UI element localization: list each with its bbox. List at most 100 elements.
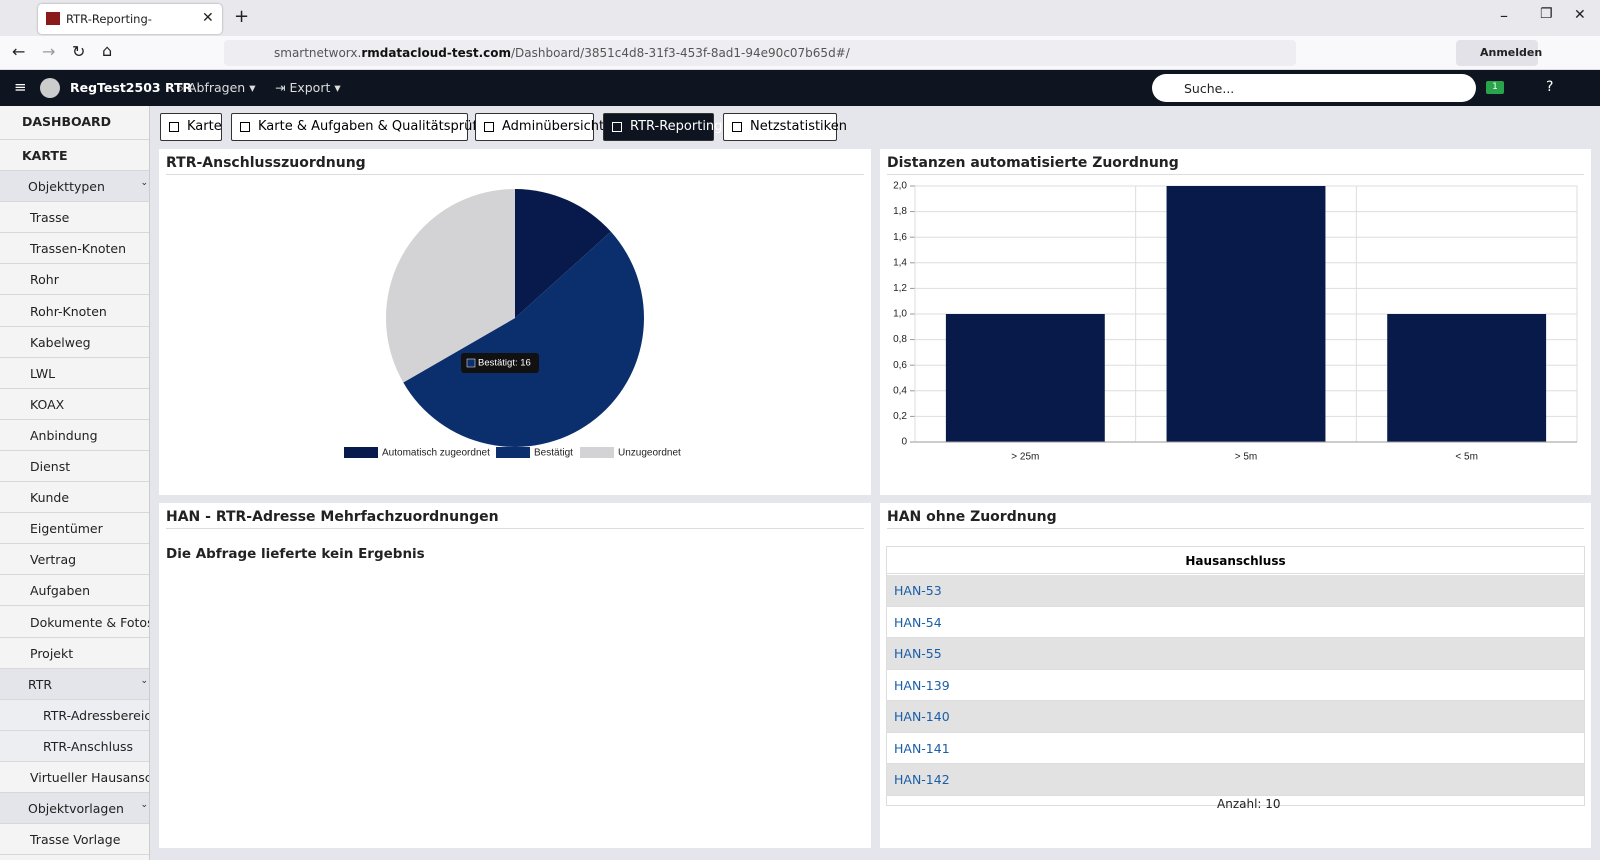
dashboard-tab[interactable]: Karte & Aufgaben & Qualitätsprüfung: [231, 113, 502, 141]
sidebar-item[interactable]: Rohr-Knoten: [0, 295, 149, 327]
table-row[interactable]: HAN-142: [887, 764, 1584, 796]
y-tick-label: 1,4: [893, 257, 907, 268]
badge[interactable]: 1: [1486, 81, 1504, 94]
sidebar-item[interactable]: KARTE: [0, 140, 149, 172]
sidebar-item[interactable]: RTR-Adressbereich: [0, 699, 149, 731]
tab-icon: [732, 122, 742, 132]
chevron: ⌄: [140, 675, 148, 686]
table-row[interactable]: HAN-55: [887, 638, 1584, 670]
home[interactable]: ⌂: [102, 41, 113, 60]
tab-icon: [240, 122, 250, 132]
tab-title: RTR-Reporting-: [66, 12, 152, 26]
table-row[interactable]: HAN-139: [887, 669, 1584, 701]
sidebar-label: Trassen-Knoten: [30, 241, 127, 257]
login: Anmelden: [1480, 46, 1543, 59]
chevron: ⌄: [140, 800, 148, 811]
bar-chart: 0 0,2 0,4 0,6 0,8 1,0 1,2 1,4 1,6 1,8 2,0 > 25m > 5m…: [893, 181, 1578, 463]
sidebar-item[interactable]: Kabelweg: [0, 326, 149, 358]
sidebar-item[interactable]: Aufgaben: [0, 575, 149, 607]
sidebar: DASHBOARD KARTE Objekttypen ⌄ Trasse Trassen-…: [0, 106, 150, 860]
table-row[interactable]: HAN-54: [887, 606, 1584, 638]
table-row[interactable]: HAN-141: [887, 732, 1584, 764]
sidebar-label: Objekttypen: [28, 179, 105, 195]
help[interactable]: ?: [1546, 79, 1554, 95]
search[interactable]: Suche...: [1152, 74, 1476, 102]
close[interactable]: ✕: [202, 10, 214, 26]
legend-swatch: [496, 447, 530, 458]
bar: [1166, 186, 1326, 442]
sidebar-item[interactable]: RTR-Anschluss: [0, 730, 149, 762]
back[interactable]: ←: [12, 42, 26, 61]
sidebar-item[interactable]: DASHBOARD: [0, 106, 149, 140]
sidebar-item[interactable]: Dienst: [0, 451, 149, 483]
sidebar-item[interactable]: Anbindung: [0, 419, 149, 451]
sidebar-item[interactable]: Trasse Vorlage: [0, 824, 149, 856]
table-row[interactable]: HAN-53: [887, 575, 1584, 607]
dashboard-tab[interactable]: Netzstatistiken: [723, 113, 847, 141]
login-button[interactable]: Anmelden: [1456, 40, 1542, 66]
table-header: Hausanschluss: [887, 547, 1584, 574]
sidebar-item[interactable]: Dokumente & Fotos: [0, 606, 149, 638]
dashboard-tab[interactable]: RTR-Reporting: [603, 113, 722, 141]
panel-title: Distanzen automatisierte Zuordnung: [887, 155, 1179, 171]
sidebar-item[interactable]: Rohr: [0, 264, 149, 296]
tooltip: Bestätigt: 16: [461, 353, 539, 373]
minimize[interactable]: –: [1500, 6, 1508, 25]
y-tick-label: 1,0: [893, 309, 907, 320]
sidebar-label: Dienst: [30, 459, 71, 474]
legend-label: Bestätigt: [534, 448, 573, 459]
browser-tab[interactable]: RTR-Reporting- ✕: [38, 4, 222, 34]
sidebar-item[interactable]: LWL: [0, 357, 149, 389]
panel-title: HAN ohne Zuordnung: [887, 509, 1057, 525]
menu-toggle[interactable]: ≡: [14, 78, 27, 96]
table-row[interactable]: HAN-140: [887, 701, 1584, 733]
sidebar-item[interactable]: Objekttypen ⌄: [0, 171, 149, 203]
sidebar-label: Projekt: [30, 645, 74, 661]
y-tick-label: 1,6: [893, 232, 907, 243]
sidebar-label: Rohr-Knoten: [30, 303, 107, 319]
new-tab[interactable]: +: [234, 6, 250, 27]
sidebar-label: KOAX: [30, 396, 65, 412]
y-tick-label: 0,2: [893, 411, 907, 422]
y-tick-label: 1,8: [893, 206, 907, 217]
sidebar-label: Vertrag: [30, 552, 77, 568]
menu-label: Export: [289, 80, 331, 95]
favicon: [46, 12, 60, 25]
forward[interactable]: →: [42, 42, 56, 61]
sidebar-item[interactable]: Objektvorlagen ⌄: [0, 793, 149, 825]
sidebar-item[interactable]: RTR ⌄: [0, 668, 149, 700]
sidebar-item[interactable]: Vertrag: [0, 544, 149, 576]
sidebar-item[interactable]: KOAX: [0, 388, 149, 420]
bar-panel: Distanzen automatisierte Zuordnung 0 0,2 0…: [880, 149, 1591, 495]
logo: [40, 78, 60, 98]
restore[interactable]: ❐: [1540, 6, 1553, 22]
sidebar-item[interactable]: Trasse: [0, 202, 149, 234]
sidebar-item[interactable]: Virtueller Hausansch...: [0, 762, 149, 794]
y-tick-label: 0,4: [893, 385, 907, 396]
pie-chart: Automatisch zugeordnet Bestätigt Unzugeord…: [344, 189, 681, 459]
menu-export[interactable]: ⇥ Export ▾: [275, 80, 341, 95]
sidebar-label: Trasse Vorlage: [30, 832, 121, 848]
url-bar[interactable]: smartnetworx.rmdatacloud-test.com/Dashbo…: [224, 40, 1296, 66]
sidebar-label: Rohr: [30, 272, 59, 288]
sidebar-item[interactable]: Trassen-Knoten: [0, 233, 149, 265]
tooltip-box: [461, 353, 539, 373]
url-domain: rmdatacloud-test.com: [361, 46, 512, 60]
search-placeholder: Suche...: [1184, 81, 1235, 96]
sidebar-item[interactable]: Projekt: [0, 637, 149, 669]
y-tick-label: 0,8: [893, 334, 907, 345]
tooltip-text: Bestätigt: 16: [478, 358, 531, 369]
han-panel: HAN ohne Zuordnung Hausanschluss HAN-53 H…: [880, 503, 1591, 848]
menu-abfragen[interactable]: ⌕ Abfragen ▾: [177, 80, 256, 95]
menu-label: Abfragen: [187, 80, 246, 95]
dashboard-tab[interactable]: Karte: [160, 113, 222, 141]
url-path: /Dashboard/3851c4d8-31f3-453f-8ad1-94e90…: [511, 46, 850, 60]
dashboard-tab[interactable]: Adminübersicht: [475, 113, 604, 141]
x-tick-label: > 5m: [1235, 452, 1258, 463]
sidebar-item[interactable]: Kunde: [0, 482, 149, 514]
x-tick-label: < 5m: [1455, 452, 1478, 463]
navbar: ≡ RegTest2503 RTR ⌕ Abfragen ▾ ⇥ Export …: [0, 70, 1600, 106]
close-window[interactable]: ✕: [1574, 7, 1586, 23]
reload[interactable]: ↻: [72, 42, 86, 61]
sidebar-item[interactable]: Eigentümer: [0, 513, 149, 545]
